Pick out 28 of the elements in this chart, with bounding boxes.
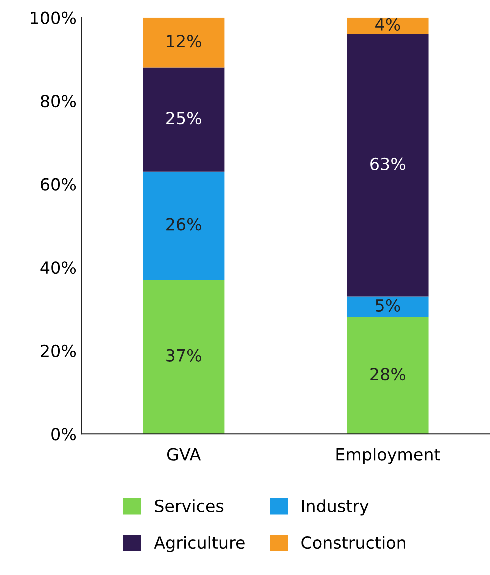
bar — [347, 18, 429, 34]
data-label: 28% — [370, 368, 406, 381]
y-tick-label: 40% — [40, 262, 76, 274]
data-label: 4% — [376, 18, 400, 31]
y-tick-label: 100% — [31, 12, 76, 24]
bar — [143, 68, 225, 172]
bar — [347, 318, 429, 434]
x-tick-label: GVA — [167, 448, 202, 461]
data-label: 25% — [166, 112, 202, 125]
bar — [143, 172, 225, 280]
y-tick-label: 0% — [52, 428, 76, 441]
legend-label: Construction — [302, 536, 406, 550]
legend-label: Agriculture — [154, 536, 245, 552]
bar — [143, 280, 225, 434]
bar — [347, 296, 429, 318]
y-tick-label: 80% — [41, 95, 76, 108]
legend-label: Services — [155, 500, 224, 512]
data-label: 37% — [166, 349, 202, 362]
y-tick-label: 20% — [41, 344, 76, 358]
data-label: 26% — [166, 218, 202, 231]
x-tick-label: Employment — [336, 448, 440, 464]
y-tick-label: 60% — [41, 178, 76, 191]
bar — [143, 18, 225, 68]
bar — [347, 34, 429, 297]
data-label: 5% — [376, 299, 400, 312]
data-label: 12% — [167, 35, 202, 48]
data-label: 63% — [370, 158, 406, 170]
legend-label: Industry — [302, 500, 369, 516]
